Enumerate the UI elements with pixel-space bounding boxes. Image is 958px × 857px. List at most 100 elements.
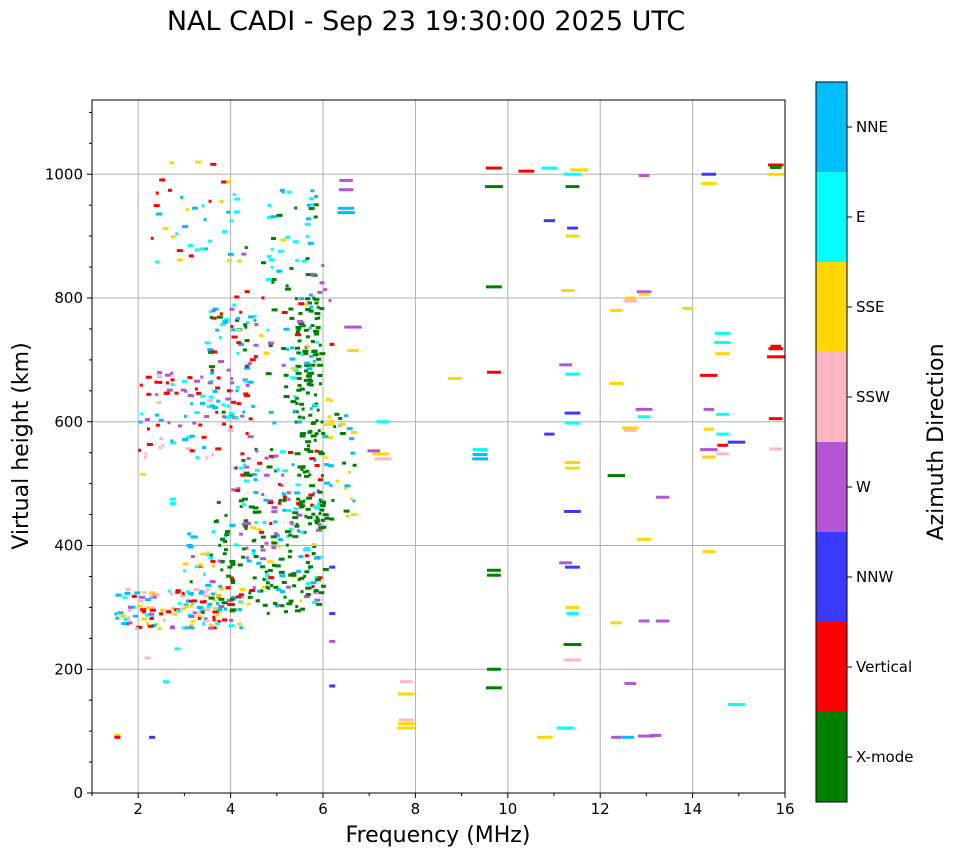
- echo-mark: [342, 461, 347, 465]
- echo-mark: [212, 606, 218, 610]
- echo-mark: [253, 355, 258, 359]
- echo-mark: [138, 420, 143, 424]
- echo-mark: [159, 436, 164, 440]
- echo-mark: [226, 389, 231, 393]
- echo-mark: [196, 611, 202, 615]
- echo-mark: [312, 491, 316, 495]
- echo-mark: [259, 530, 265, 534]
- echo-mark: [397, 722, 415, 726]
- echo-mark: [211, 529, 215, 533]
- echo-mark: [271, 280, 275, 284]
- echo-mark: [229, 560, 236, 564]
- echo-mark: [565, 565, 580, 569]
- echo-mark: [344, 487, 348, 491]
- echo-mark: [300, 465, 306, 469]
- data-marks: [114, 160, 785, 739]
- echo-mark: [300, 432, 307, 436]
- echo-mark: [272, 421, 277, 425]
- echo-mark: [149, 594, 156, 598]
- echo-mark: [231, 400, 237, 404]
- echo-mark: [310, 503, 314, 507]
- echo-mark: [185, 208, 189, 212]
- echo-mark: [253, 555, 257, 559]
- colorbar-segment: [816, 622, 847, 712]
- echo-mark: [253, 314, 257, 318]
- echo-mark: [298, 530, 305, 534]
- echo-mark: [226, 574, 232, 578]
- echo-mark: [286, 347, 290, 351]
- echo-mark: [146, 622, 150, 626]
- echo-mark: [167, 589, 171, 593]
- echo-mark: [186, 435, 192, 439]
- echo-mark: [250, 526, 257, 530]
- echo-mark: [233, 210, 240, 214]
- echo-mark: [304, 570, 310, 574]
- echo-mark: [234, 197, 241, 201]
- echo-mark: [212, 615, 216, 619]
- echo-mark: [611, 735, 622, 739]
- echo-mark: [259, 334, 264, 338]
- echo-mark: [310, 272, 316, 276]
- echo-mark: [190, 620, 195, 624]
- echo-mark: [701, 182, 717, 186]
- echo-mark: [299, 324, 306, 328]
- echo-mark: [272, 601, 276, 605]
- echo-mark: [294, 297, 298, 301]
- echo-mark: [234, 295, 240, 299]
- echo-mark: [343, 509, 350, 513]
- echo-mark: [638, 619, 650, 623]
- echo-mark: [295, 346, 301, 350]
- echo-mark: [241, 522, 245, 526]
- echo-mark: [266, 215, 271, 219]
- echo-mark: [295, 604, 299, 608]
- echo-mark: [184, 626, 189, 630]
- echo-mark: [121, 622, 128, 626]
- echo-mark: [244, 325, 248, 329]
- echo-mark: [280, 483, 284, 487]
- echo-mark: [175, 609, 181, 613]
- echo-mark: [167, 188, 172, 192]
- echo-mark: [114, 735, 121, 739]
- echo-mark: [114, 612, 118, 616]
- echo-mark: [203, 619, 210, 623]
- echo-mark: [233, 402, 239, 406]
- echo-mark: [267, 341, 274, 345]
- echo-mark: [242, 547, 247, 551]
- echo-mark: [311, 585, 315, 589]
- echo-mark: [147, 624, 154, 628]
- echo-mark: [318, 512, 322, 516]
- echo-mark: [314, 301, 319, 305]
- echo-mark: [300, 353, 304, 357]
- echo-mark: [219, 199, 224, 203]
- echo-mark: [313, 203, 319, 207]
- echo-mark: [169, 497, 176, 501]
- echo-mark: [191, 535, 198, 539]
- echo-mark: [285, 284, 289, 288]
- echo-mark: [703, 427, 714, 431]
- echo-mark: [472, 448, 488, 452]
- echo-mark: [564, 461, 581, 465]
- echo-mark: [322, 513, 329, 517]
- echo-mark: [398, 718, 414, 722]
- echo-mark: [240, 452, 245, 456]
- echo-mark: [297, 502, 304, 506]
- echo-mark: [247, 435, 254, 439]
- echo-mark: [334, 412, 340, 416]
- echo-mark: [224, 513, 228, 517]
- echo-mark: [200, 401, 206, 405]
- echo-mark: [176, 258, 183, 262]
- echo-mark: [215, 593, 222, 597]
- echo-mark: [766, 355, 785, 359]
- echo-mark: [124, 591, 131, 595]
- echo-mark: [243, 479, 250, 483]
- echo-mark: [122, 596, 127, 600]
- echo-mark: [261, 585, 265, 589]
- echo-mark: [727, 703, 746, 707]
- echo-mark: [191, 206, 198, 210]
- echo-mark: [219, 312, 223, 316]
- echo-mark: [149, 606, 155, 610]
- echo-mark: [329, 639, 336, 643]
- colorbar-segment: [816, 262, 847, 352]
- echo-mark: [180, 388, 186, 392]
- echo-mark: [245, 519, 249, 523]
